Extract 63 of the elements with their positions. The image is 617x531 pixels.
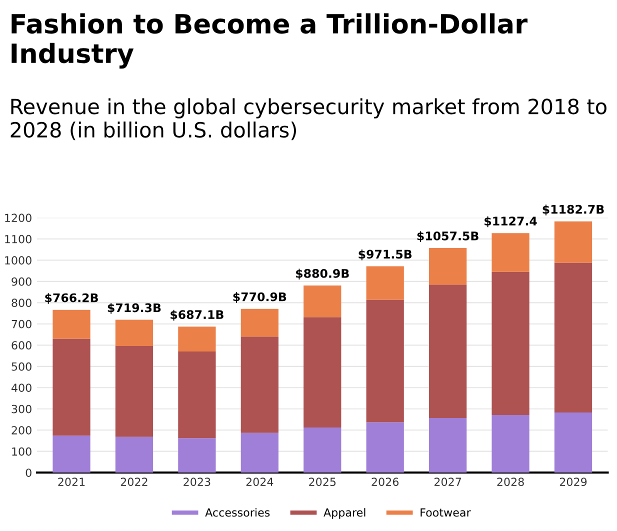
bar xyxy=(178,438,216,473)
x-tick-label: 2024 xyxy=(246,478,274,486)
y-tick-label: 200 xyxy=(12,426,32,434)
total-label: $880.9B xyxy=(296,268,349,280)
bar xyxy=(366,300,404,422)
bar xyxy=(115,346,154,437)
total-label: $1127.4 xyxy=(484,216,537,228)
bar xyxy=(52,310,90,339)
y-tick-label: 600 xyxy=(12,341,32,350)
bar xyxy=(429,284,467,418)
x-tick-label: 2027 xyxy=(434,478,462,486)
bar xyxy=(429,418,467,473)
y-tick-label: 100 xyxy=(12,447,32,456)
bar xyxy=(240,432,278,473)
bar xyxy=(304,428,342,473)
x-tick-label: 2028 xyxy=(497,478,524,486)
bar xyxy=(240,308,278,337)
total-label: $766.2B xyxy=(45,293,98,304)
bar xyxy=(554,262,592,412)
total-label: $687.1B xyxy=(170,310,224,321)
bar xyxy=(304,285,342,318)
bar xyxy=(52,436,90,473)
x-tick-label: 2029 xyxy=(560,478,587,486)
bar xyxy=(366,422,404,473)
y-tick-label: 500 xyxy=(12,362,32,371)
x-tick-label: 2025 xyxy=(309,478,336,486)
bar xyxy=(240,336,278,433)
bar xyxy=(366,266,404,300)
y-tick-label: 800 xyxy=(12,298,32,308)
bar xyxy=(492,272,530,416)
y-tick-label: 1100 xyxy=(5,234,32,244)
x-tick-label: 2023 xyxy=(184,478,210,486)
y-tick-label: 400 xyxy=(11,384,32,392)
x-tick-label: 2022 xyxy=(120,478,148,486)
y-tick-label: 1000 xyxy=(5,256,32,265)
x-tick-label: 2026 xyxy=(372,478,399,486)
legend-label: Accessories xyxy=(205,508,270,517)
bar xyxy=(115,320,154,346)
total-label: $1182.7B xyxy=(542,204,604,216)
total-label: $719.3B xyxy=(108,303,161,314)
total-label: $1057.5B xyxy=(417,231,478,242)
total-label: $971.5B xyxy=(358,250,412,260)
y-tick-label: 900 xyxy=(12,277,32,286)
y-tick-label: 300 xyxy=(12,404,32,414)
y-tick-label: 700 xyxy=(12,320,32,328)
bar xyxy=(554,221,592,263)
x-tick-label: 2021 xyxy=(58,478,85,486)
legend-label: Apparel xyxy=(324,508,366,519)
bar xyxy=(52,338,90,436)
bar xyxy=(115,436,154,473)
legend-label: Footwear xyxy=(420,508,471,517)
bar xyxy=(554,412,592,473)
chart-subtitle: Revenue in the global cybersecurity market from 2018 to 2028 (in billion U.S. dollars) xyxy=(10,98,606,140)
y-tick-label: 0 xyxy=(26,468,32,477)
bar xyxy=(492,233,530,272)
bar xyxy=(429,248,467,285)
bar xyxy=(304,317,342,428)
y-tick-label: 1200 xyxy=(5,214,32,222)
bar xyxy=(178,352,216,438)
bar xyxy=(178,326,216,352)
bar xyxy=(492,415,530,473)
chart-title: Fashion to Become a Trillion-Dollar Industry xyxy=(12,13,528,69)
total-label: $770.9B xyxy=(233,292,286,303)
